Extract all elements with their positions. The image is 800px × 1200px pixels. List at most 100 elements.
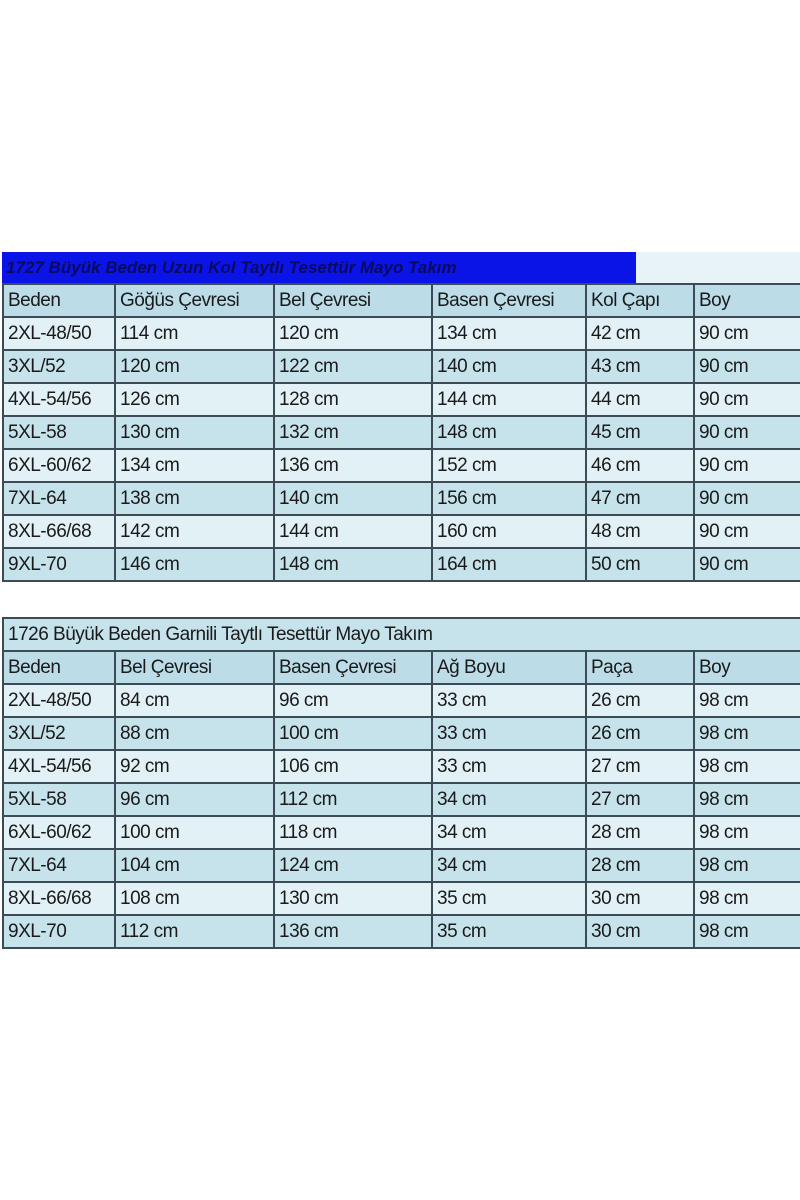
table-cell: 2XL-48/50	[2, 316, 116, 351]
table-cell: 140 cm	[431, 349, 587, 384]
column-header: Basen Çevresi	[273, 650, 433, 685]
size-table-1727: Beden Göğüs Çevresi Bel Çevresi Basen Çevre…	[2, 283, 800, 582]
table-cell: 130 cm	[273, 881, 433, 916]
header-row: Beden Bel Çevresi Basen Çevresi Ağ Boyu Paça…	[2, 650, 800, 685]
table-cell: 90 cm	[693, 349, 800, 384]
table-cell: 6XL-60/62	[2, 815, 116, 850]
table-cell: 48 cm	[585, 514, 695, 549]
table-cell: 134 cm	[431, 316, 587, 351]
column-header: Boy	[693, 650, 800, 685]
table1-title: 1727 Büyük Beden Uzun Kol Taytlı Tesettü…	[2, 252, 636, 283]
column-header: Boy	[693, 283, 800, 318]
table-cell: 9XL-70	[2, 547, 116, 582]
table-cell: 45 cm	[585, 415, 695, 450]
table-cell: 130 cm	[114, 415, 275, 450]
column-header: Kol Çapı	[585, 283, 695, 318]
table-cell: 28 cm	[585, 848, 695, 883]
table-cell: 98 cm	[693, 716, 800, 751]
table-cell: 156 cm	[431, 481, 587, 516]
table-cell: 148 cm	[273, 547, 433, 582]
table-cell: 2XL-48/50	[2, 683, 116, 718]
table-cell: 96 cm	[273, 683, 433, 718]
table-cell: 35 cm	[431, 914, 587, 949]
table-row: 4XL-54/56 126 cm 128 cm 144 cm 44 cm 90 cm	[2, 382, 800, 417]
table-cell: 7XL-64	[2, 848, 116, 883]
table-cell: 106 cm	[273, 749, 433, 784]
table-row: 2XL-48/50 114 cm 120 cm 134 cm 42 cm 90 cm	[2, 316, 800, 351]
table-cell: 50 cm	[585, 547, 695, 582]
table-row: 9XL-70 146 cm 148 cm 164 cm 50 cm 90 cm	[2, 547, 800, 582]
column-header: Beden	[2, 650, 116, 685]
column-header: Basen Çevresi	[431, 283, 587, 318]
table-cell: 47 cm	[585, 481, 695, 516]
table-cell: 114 cm	[114, 316, 275, 351]
table-cell: 98 cm	[693, 848, 800, 883]
column-header: Bel Çevresi	[273, 283, 433, 318]
table-cell: 118 cm	[273, 815, 433, 850]
table-cell: 43 cm	[585, 349, 695, 384]
table-cell: 112 cm	[114, 914, 275, 949]
table-row: 8XL-66/68 108 cm 130 cm 35 cm 30 cm 98 cm	[2, 881, 800, 916]
table-cell: 90 cm	[693, 514, 800, 549]
table-cell: 120 cm	[114, 349, 275, 384]
table-row: 6XL-60/62 100 cm 118 cm 34 cm 28 cm 98 cm	[2, 815, 800, 850]
table-cell: 98 cm	[693, 749, 800, 784]
table-cell: 128 cm	[273, 382, 433, 417]
table-cell: 138 cm	[114, 481, 275, 516]
table-cell: 144 cm	[431, 382, 587, 417]
column-header: Göğüs Çevresi	[114, 283, 275, 318]
table-cell: 84 cm	[114, 683, 275, 718]
table-cell: 7XL-64	[2, 481, 116, 516]
table-cell: 4XL-54/56	[2, 749, 116, 784]
table-cell: 90 cm	[693, 481, 800, 516]
table-cell: 100 cm	[114, 815, 275, 850]
table-cell: 3XL/52	[2, 716, 116, 751]
table-cell: 98 cm	[693, 881, 800, 916]
table-cell: 34 cm	[431, 815, 587, 850]
table-row: 8XL-66/68 142 cm 144 cm 160 cm 48 cm 90 cm	[2, 514, 800, 549]
table-cell: 34 cm	[431, 848, 587, 883]
table-cell: 88 cm	[114, 716, 275, 751]
table-cell: 90 cm	[693, 415, 800, 450]
table2-title: 1726 Büyük Beden Garnili Taytlı Tesettür…	[2, 617, 800, 652]
table-cell: 35 cm	[431, 881, 587, 916]
table-cell: 4XL-54/56	[2, 382, 116, 417]
table-cell: 136 cm	[273, 448, 433, 483]
table-cell: 8XL-66/68	[2, 514, 116, 549]
table-cell: 100 cm	[273, 716, 433, 751]
table-cell: 124 cm	[273, 848, 433, 883]
table-cell: 112 cm	[273, 782, 433, 817]
table-cell: 46 cm	[585, 448, 695, 483]
header-row: Beden Göğüs Çevresi Bel Çevresi Basen Çevre…	[2, 283, 800, 318]
table-cell: 148 cm	[431, 415, 587, 450]
table-cell: 30 cm	[585, 881, 695, 916]
table-cell: 96 cm	[114, 782, 275, 817]
table-cell: 140 cm	[273, 481, 433, 516]
table-cell: 3XL/52	[2, 349, 116, 384]
table-cell: 142 cm	[114, 514, 275, 549]
table-cell: 132 cm	[273, 415, 433, 450]
size-table-1726: Beden Bel Çevresi Basen Çevresi Ağ Boyu Paça…	[2, 650, 800, 949]
table-cell: 144 cm	[273, 514, 433, 549]
table-row: 3XL/52 88 cm 100 cm 33 cm 26 cm 98 cm	[2, 716, 800, 751]
table-cell: 98 cm	[693, 782, 800, 817]
table-cell: 33 cm	[431, 749, 587, 784]
table-cell: 44 cm	[585, 382, 695, 417]
table-cell: 6XL-60/62	[2, 448, 116, 483]
column-header: Paça	[585, 650, 695, 685]
spacer-row	[2, 584, 800, 617]
table-cell: 120 cm	[273, 316, 433, 351]
table-cell: 26 cm	[585, 683, 695, 718]
table-row: 7XL-64 104 cm 124 cm 34 cm 28 cm 98 cm	[2, 848, 800, 883]
table-cell: 90 cm	[693, 382, 800, 417]
table-row: 9XL-70 112 cm 136 cm 35 cm 30 cm 98 cm	[2, 914, 800, 949]
table-cell: 104 cm	[114, 848, 275, 883]
column-header: Ağ Boyu	[431, 650, 587, 685]
table-cell: 122 cm	[273, 349, 433, 384]
table-row: 7XL-64 138 cm 140 cm 156 cm 47 cm 90 cm	[2, 481, 800, 516]
column-header: Bel Çevresi	[114, 650, 275, 685]
table-cell: 134 cm	[114, 448, 275, 483]
table-cell: 92 cm	[114, 749, 275, 784]
table-cell: 160 cm	[431, 514, 587, 549]
table-cell: 27 cm	[585, 749, 695, 784]
